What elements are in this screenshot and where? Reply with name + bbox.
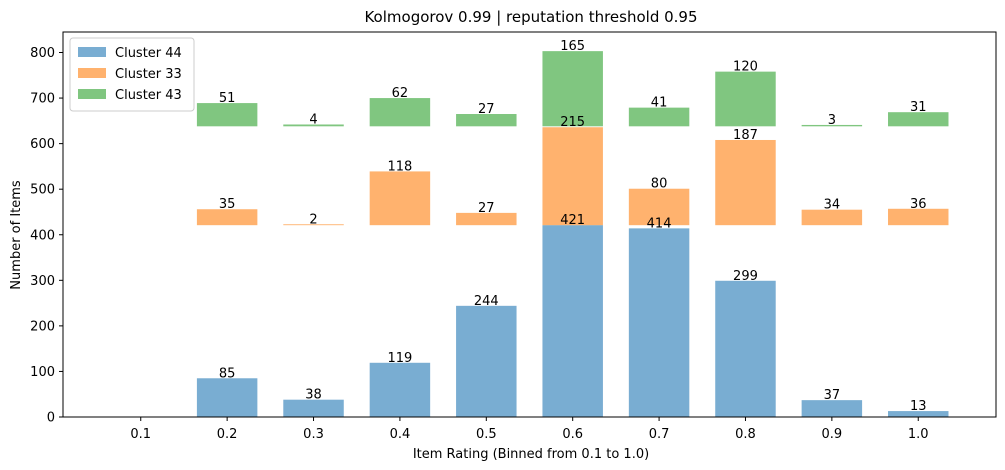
data-label-series-0-cat-1: 85 <box>219 366 236 381</box>
bar-series-1-cat-9 <box>888 208 949 226</box>
data-label-series-0-cat-3: 119 <box>388 351 413 366</box>
legend-entry: Cluster 43 <box>115 88 182 103</box>
legend-swatch <box>78 89 106 99</box>
data-label-series-1-cat-8: 34 <box>824 198 841 213</box>
y-tick-label: 600 <box>30 137 55 152</box>
bar-series-0-cat-5 <box>542 225 603 417</box>
x-axis-ticks: 0.1 0.2 0.3 0.4 0.5 0.6 0.7 0.8 0.9 1.0 <box>130 417 929 442</box>
x-tick-label: 0.2 <box>217 427 238 442</box>
bar-series-2-cat-2 <box>283 124 344 127</box>
data-label-series-0-cat-7: 299 <box>733 269 758 284</box>
data-label-series-2-cat-5: 165 <box>560 39 585 54</box>
bar-series-0-cat-9 <box>888 411 949 417</box>
legend-swatch <box>78 47 106 57</box>
data-label-series-0-cat-8: 37 <box>824 388 841 403</box>
y-tick-label: 100 <box>30 365 55 380</box>
bar-series-1-cat-8 <box>801 209 863 226</box>
y-tick-label: 200 <box>30 319 55 334</box>
x-tick-label: 0.4 <box>390 427 411 442</box>
bar-series-0-cat-4 <box>456 305 517 417</box>
y-tick-label: 700 <box>30 92 55 107</box>
bar-series-1-cat-5 <box>542 127 603 226</box>
bar-series-1-cat-6 <box>628 188 690 226</box>
plot-frame <box>62 31 997 418</box>
y-tick-label: 0 <box>47 411 55 426</box>
data-label-series-2-cat-8: 3 <box>828 113 836 128</box>
y-axis-label: Number of Items <box>9 180 24 290</box>
y-tick-label: 400 <box>30 228 55 243</box>
data-label-series-1-cat-4: 27 <box>478 201 495 216</box>
data-label-series-1-cat-7: 187 <box>733 128 758 143</box>
data-label-series-1-cat-1: 35 <box>219 197 236 212</box>
data-label-series-0-cat-9: 13 <box>910 399 927 414</box>
bar-series-0-cat-2 <box>283 399 344 417</box>
data-label-series-0-cat-2: 38 <box>305 388 322 403</box>
data-label-series-2-cat-2: 4 <box>309 112 317 127</box>
bar-series-2-cat-8 <box>801 124 863 127</box>
data-label-series-0-cat-6: 414 <box>647 216 672 231</box>
bar-series-0-cat-6 <box>628 228 690 417</box>
bar-series-0-cat-1 <box>196 378 258 417</box>
bar-series-2-cat-3 <box>369 98 431 127</box>
y-axis-ticks: 0 100 200 300 400 500 600 700 800 <box>30 46 63 426</box>
data-label-series-2-cat-1: 51 <box>219 91 236 106</box>
data-label-series-0-cat-5: 421 <box>560 213 585 228</box>
bar-series-1-cat-2 <box>283 224 344 226</box>
legend-swatch <box>78 68 106 78</box>
bar-series-1-cat-3 <box>369 171 431 226</box>
x-tick-label: 0.6 <box>562 427 583 442</box>
data-label-series-1-cat-2: 2 <box>309 212 317 227</box>
x-tick-label: 1.0 <box>908 427 929 442</box>
x-axis-label: Item Rating (Binned from 0.1 to 1.0) <box>413 447 649 462</box>
data-label-series-1-cat-9: 36 <box>910 197 927 212</box>
data-label-series-2-cat-9: 31 <box>910 100 927 115</box>
data-label-series-2-cat-3: 62 <box>392 86 409 101</box>
bar-series-2-cat-6 <box>628 107 690 127</box>
y-tick-label: 800 <box>30 46 55 61</box>
data-label-series-2-cat-7: 120 <box>733 60 758 75</box>
data-label-series-2-cat-6: 41 <box>651 96 668 111</box>
bar-series-2-cat-7 <box>715 71 776 127</box>
data-label-series-1-cat-5: 215 <box>560 115 585 130</box>
bar-series-2-cat-4 <box>456 114 517 127</box>
bar-series-1-cat-1 <box>196 209 258 226</box>
x-tick-label: 0.7 <box>649 427 670 442</box>
y-tick-label: 500 <box>30 183 55 198</box>
bar-series-2-cat-1 <box>196 103 258 127</box>
chart-title: Kolmogorov 0.99 | reputation threshold 0… <box>364 8 697 26</box>
x-tick-label: 0.9 <box>822 427 843 442</box>
x-tick-label: 0.1 <box>130 427 151 442</box>
legend: Cluster 44 Cluster 33 Cluster 43 <box>69 37 195 112</box>
bar-series-1-cat-4 <box>456 212 517 226</box>
legend-entry: Cluster 44 <box>115 46 182 61</box>
x-tick-label: 0.3 <box>303 427 324 442</box>
x-tick-label: 0.5 <box>476 427 497 442</box>
bars-layer <box>196 51 949 417</box>
data-label-series-2-cat-4: 27 <box>478 102 495 117</box>
data-label-series-1-cat-3: 118 <box>388 159 413 174</box>
y-tick-label: 300 <box>30 274 55 289</box>
bar-series-0-cat-8 <box>801 400 863 417</box>
bar-series-2-cat-9 <box>888 112 949 127</box>
bar-series-0-cat-3 <box>369 362 431 417</box>
x-tick-label: 0.8 <box>735 427 756 442</box>
legend-entry: Cluster 33 <box>115 67 182 82</box>
data-label-series-0-cat-4: 244 <box>474 294 499 309</box>
data-label-series-1-cat-6: 80 <box>651 177 668 192</box>
bar-series-2-cat-5 <box>542 51 603 127</box>
bar-series-0-cat-7 <box>715 280 776 417</box>
bar-series-1-cat-7 <box>715 139 776 226</box>
